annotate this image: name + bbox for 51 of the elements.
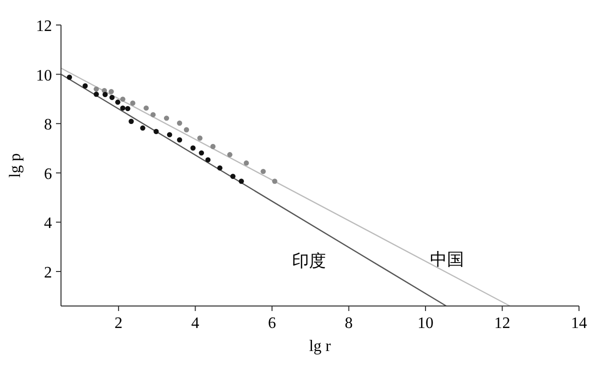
x-axis-title: lg r [309, 338, 332, 355]
y-axis-title: lg p [7, 153, 24, 178]
point [244, 160, 249, 166]
x-tick-label: 10 [418, 315, 434, 332]
point [272, 178, 278, 184]
point [197, 136, 202, 141]
y-tick-label: 10 [36, 67, 52, 84]
x-tick-label: 6 [268, 315, 276, 332]
point [260, 168, 266, 174]
point [164, 116, 170, 121]
point [128, 118, 134, 124]
point [82, 83, 88, 88]
series-label: 印度 [292, 251, 326, 270]
point [66, 74, 72, 80]
point [120, 96, 126, 102]
series-label: 中国 [430, 250, 464, 269]
point [150, 112, 156, 118]
point [109, 94, 115, 100]
y-tick-label: 2 [44, 264, 52, 282]
point [184, 127, 190, 132]
point [210, 144, 216, 150]
point [102, 92, 108, 98]
y-tick-label: 6 [44, 166, 52, 183]
point [154, 128, 159, 134]
y-tick-label: 4 [44, 215, 52, 232]
x-tick-label: 12 [494, 315, 510, 332]
point [130, 100, 136, 106]
point [205, 157, 211, 162]
y-tick-label: 12 [36, 18, 52, 35]
x-tick-label: 2 [114, 315, 123, 332]
point [94, 92, 99, 97]
point [140, 125, 146, 131]
point [108, 88, 114, 94]
point [120, 105, 126, 111]
point [94, 86, 99, 92]
point [176, 120, 182, 126]
point [115, 100, 120, 105]
x-tick-label: 8 [344, 315, 353, 332]
point [238, 178, 244, 184]
point [190, 145, 196, 151]
point [217, 165, 222, 171]
point [166, 132, 172, 138]
point [176, 137, 182, 142]
x-tick-label: 4 [191, 315, 200, 332]
point [144, 105, 149, 111]
point [227, 152, 232, 158]
point [198, 150, 204, 156]
x-tick-label: 14 [571, 315, 587, 332]
point [125, 106, 130, 112]
y-tick-label: 8 [44, 116, 52, 134]
point [230, 174, 236, 179]
